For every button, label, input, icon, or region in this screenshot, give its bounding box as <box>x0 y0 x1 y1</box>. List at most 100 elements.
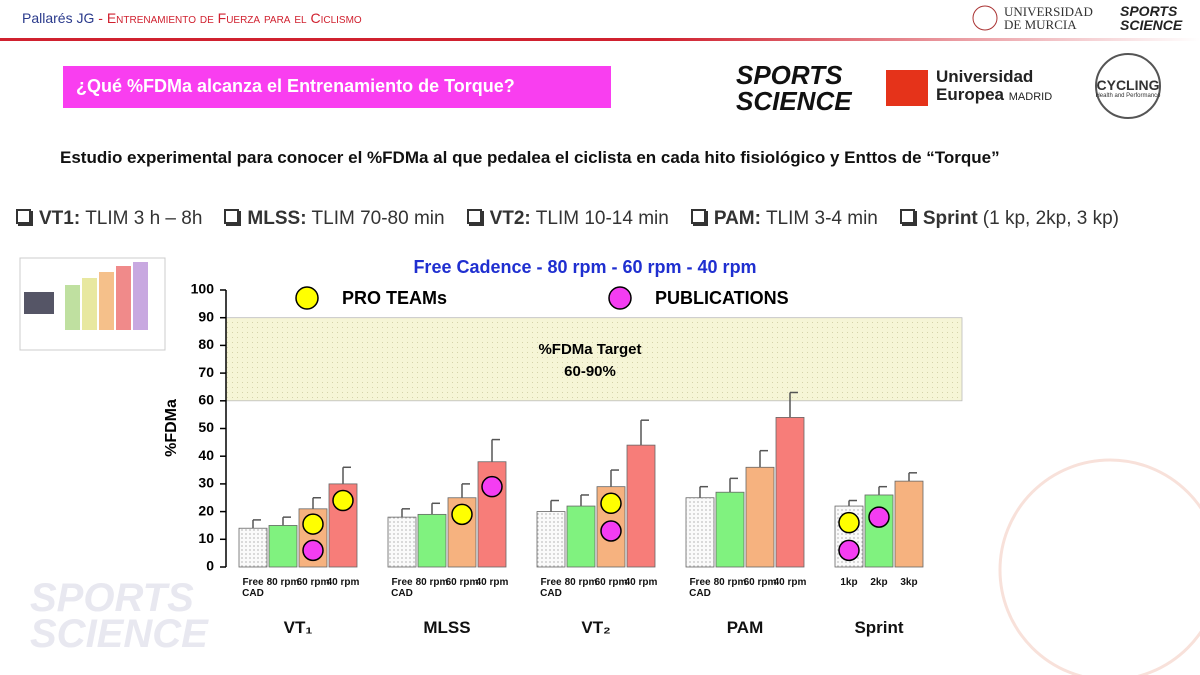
check-key: Sprint <box>922 208 978 229</box>
target-label: %FDMa Target <box>538 341 641 358</box>
cycling-logo <box>1095 53 1161 119</box>
hp-logo: SPORTS SCIENCE <box>736 62 852 114</box>
group-label: VT₁ <box>283 618 313 637</box>
check-key: VT1: <box>39 208 81 229</box>
um-seal <box>972 5 998 31</box>
target-band <box>225 317 963 402</box>
checkbox <box>224 209 240 224</box>
check-text: TLIM 10-14 min <box>535 208 669 229</box>
x-tick-label: 3kp <box>900 577 918 588</box>
marker <box>302 539 324 562</box>
check-text: (1 kp, 2kp, 3 kp) <box>982 208 1119 229</box>
x-tick-label: 40 rpm <box>326 577 360 588</box>
x-tick-label: 60 rpm <box>445 577 479 588</box>
bar <box>715 491 745 568</box>
legend-marker <box>608 286 632 310</box>
thumb-bar <box>99 272 114 330</box>
bar <box>864 494 894 568</box>
bar <box>894 480 924 568</box>
x-tick-label: 80 rpm <box>564 577 598 588</box>
marker <box>838 511 860 534</box>
ue-text: Universidad Europea MADRID <box>936 68 1052 106</box>
um-line: UNIVERSIDAD <box>1004 4 1093 19</box>
legend-label: PUBLICATIONS <box>655 288 789 308</box>
marker <box>302 513 324 535</box>
checklist-item: PAM: TLIM 3-4 min <box>690 208 878 230</box>
check-key: VT2: <box>489 208 531 229</box>
hp-line: SCIENCE <box>736 86 852 116</box>
ue-line: Europea MADRID <box>936 86 1052 106</box>
thumb-photo <box>24 292 54 314</box>
marker <box>332 489 354 512</box>
check-text: TLIM 70-80 min <box>311 208 445 229</box>
x-tick-label: 40 rpm <box>624 577 658 588</box>
hp-line: SPORTS <box>1120 3 1178 19</box>
checkbox <box>690 209 706 224</box>
cycling-line: Health and Performance <box>1095 93 1161 99</box>
y-tick-label: 20 <box>198 502 214 518</box>
author: Pallarés JG <box>22 10 95 26</box>
checklist: VT1: TLIM 3 h – 8h MLSS: TLIM 70-80 min VT2:… <box>16 208 1141 230</box>
banner-box <box>61 64 613 110</box>
header-line: Pallarés JG - Entrenamiento de Fuerza pa… <box>22 10 362 26</box>
marker <box>451 503 473 526</box>
y-tick-label: 0 <box>206 558 214 574</box>
bar <box>745 466 775 568</box>
x-tick-label: Free CAD <box>242 577 264 599</box>
x-tick-label: Free CAD <box>540 577 562 599</box>
thumb-bar <box>133 262 148 330</box>
cycling-line: CYCLING <box>1096 77 1160 93</box>
cycling-text: CYCLING Health and Performance <box>1092 78 1164 100</box>
hp-logo-small: SPORTS SCIENCE <box>1120 4 1182 32</box>
y-axis-label: %FDMa <box>163 399 180 457</box>
bar <box>238 527 268 568</box>
checkbox <box>16 209 31 224</box>
ue-line: Universidad <box>936 67 1034 86</box>
checklist-item: VT1: TLIM 3 h – 8h <box>16 208 202 230</box>
legend-label: PRO TEAMs <box>342 288 447 308</box>
hp-line: SPORTS <box>736 60 843 90</box>
y-tick-label: 80 <box>198 336 214 352</box>
thumb-bar <box>116 266 131 330</box>
checklist-item: Sprint (1 kp, 2kp, 3 kp) <box>899 208 1119 230</box>
um-line: DE MURCIA <box>1004 17 1077 32</box>
x-tick-label: 40 rpm <box>773 577 807 588</box>
watermark-seal <box>998 458 1200 675</box>
thumb-bar <box>65 285 80 330</box>
bar <box>685 497 715 568</box>
x-tick-label: 60 rpm <box>296 577 330 588</box>
x-tick-label: 40 rpm <box>475 577 509 588</box>
ue-city: MADRID <box>1008 91 1053 103</box>
legend-marker <box>295 286 319 310</box>
x-tick-label: Free CAD <box>689 577 711 599</box>
y-tick-label: 50 <box>198 419 214 435</box>
checkbox <box>466 209 482 224</box>
bar <box>536 511 566 568</box>
target-range-label: 60-90% <box>564 363 616 380</box>
header-rule <box>0 38 1200 41</box>
y-tick-label: 30 <box>198 475 214 491</box>
y-tick-label: 60 <box>198 392 214 408</box>
marker <box>600 520 622 542</box>
hp-line: SCIENCE <box>1120 17 1183 33</box>
checklist-item: VT2: TLIM 10-14 min <box>466 208 669 230</box>
y-tick-label: 90 <box>198 308 214 324</box>
bar <box>417 513 447 568</box>
check-text: TLIM 3 h – 8h <box>85 208 203 229</box>
y-tick-label: 100 <box>191 281 215 297</box>
marker <box>481 475 503 498</box>
check-text: TLIM 3-4 min <box>765 208 878 229</box>
watermark-line: SPORTS <box>30 576 194 620</box>
marker <box>600 492 622 515</box>
subtitle: Estudio experimental para conocer el %FD… <box>60 148 1000 167</box>
bar <box>387 516 417 568</box>
checklist-item: MLSS: TLIM 70-80 min <box>224 208 445 230</box>
um-logo: UNIVERSIDAD DE MURCIA <box>1004 5 1093 31</box>
group-label: VT₂ <box>581 618 611 637</box>
x-tick-label: 2kp <box>870 577 888 588</box>
group-label: MLSS <box>423 618 471 637</box>
ue-word: Europea <box>936 85 1005 104</box>
group-label: Sprint <box>854 618 904 637</box>
y-tick-label: 70 <box>198 364 214 380</box>
